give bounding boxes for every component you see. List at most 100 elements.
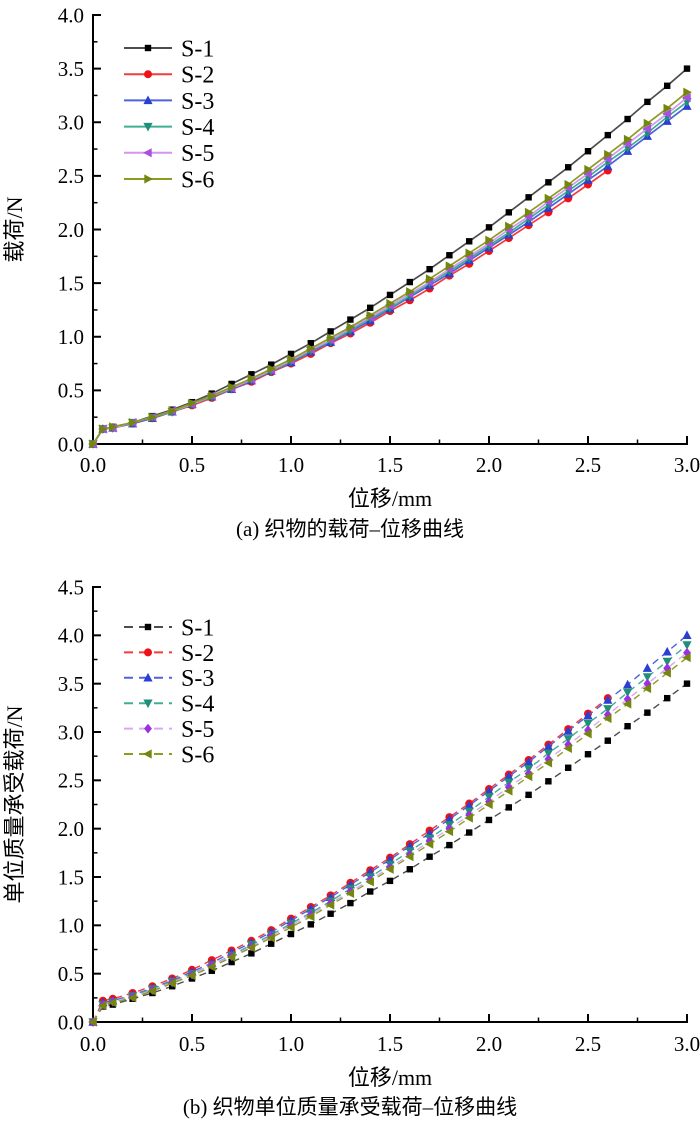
legend-item-S-5: S-5 — [124, 717, 214, 743]
square-marker — [604, 131, 611, 139]
legend-label: S-5 — [181, 717, 214, 743]
triangle-up-marker — [642, 663, 652, 672]
triangle-left-marker — [682, 652, 691, 663]
triangle-left-marker — [642, 683, 652, 694]
triangle-left-marker — [404, 852, 414, 862]
series-S-5 — [88, 92, 691, 449]
triangle-left-marker — [365, 877, 374, 887]
triangle-left-marker — [503, 786, 513, 796]
x-tick-label: 0.0 — [80, 453, 106, 477]
y-tick-label: 3.5 — [58, 672, 84, 696]
chart-b-canvas: 0.0 0.5 1.0 1.5 2.0 2.5 3.0 0.0 0.5 1.0 1.5 2.0 2.5 3… — [2, 575, 700, 1090]
y-tick-label: 2.0 — [58, 218, 84, 242]
triangle-left-marker — [325, 900, 335, 910]
triangle-up-legend-marker — [143, 95, 153, 105]
y-tick-label: 0.0 — [58, 1010, 84, 1034]
triangle-left-marker — [523, 212, 533, 222]
square-marker — [287, 350, 295, 358]
y-tick-label: 2.5 — [58, 164, 84, 188]
x-tick-label: 1.5 — [377, 453, 403, 477]
triangle-left-marker — [226, 952, 236, 962]
triangle-up-marker — [464, 800, 474, 810]
triangle-up-marker — [623, 679, 633, 689]
triangle-right-marker — [604, 149, 613, 160]
triangle-down-marker — [623, 688, 633, 698]
y-tick-label: 3.0 — [58, 720, 84, 744]
square-marker — [683, 680, 691, 687]
chart-a-canvas: 0.0 0.5 1.0 1.5 2.0 2.5 3.0 0.0 0.5 1.0 1.5 2.0 2.5 3… — [2, 3, 700, 511]
square-marker — [644, 98, 651, 106]
legend-label: S-3 — [181, 89, 214, 115]
x-axis-label: 位移/mm — [348, 1065, 432, 1090]
triangle-left-marker — [543, 758, 553, 768]
triangle-left-marker — [602, 713, 612, 724]
square-marker — [406, 278, 413, 286]
y-tick-label: 0.5 — [58, 962, 84, 986]
triangle-right-marker — [544, 193, 554, 203]
x-tick-label: 3.0 — [674, 1032, 700, 1056]
triangle-left-marker — [682, 92, 691, 103]
triangle-left-marker — [127, 993, 137, 1003]
legend-item-S-6: S-6 — [124, 742, 214, 768]
triangle-left-marker — [88, 1017, 97, 1027]
triangle-left-marker — [464, 813, 473, 823]
tick-labels: 0.0 0.5 1.0 1.5 2.0 2.5 3.0 0.0 0.5 1.0 1.5 2.0 2.5 3… — [58, 575, 700, 1056]
triangle-right-marker — [287, 354, 296, 364]
y-tick-label: 1.5 — [58, 865, 84, 889]
x-tick-label: 1.0 — [278, 453, 304, 477]
triangle-left-marker — [662, 668, 671, 678]
diamond-marker — [584, 725, 592, 735]
square-marker — [505, 209, 512, 216]
square-marker — [307, 921, 314, 928]
y-tick-label: 3.5 — [58, 57, 84, 81]
square-marker — [485, 224, 493, 231]
legend-item-S-3: S-3 — [124, 89, 214, 115]
triangle-down-legend-marker — [143, 122, 153, 132]
series-S-3 — [88, 630, 692, 1026]
square-marker — [406, 866, 413, 873]
x-tick-label: 1.0 — [278, 1032, 304, 1056]
legend-label: S-6 — [181, 742, 214, 768]
triangle-right-marker — [465, 248, 475, 258]
square-marker — [386, 291, 394, 299]
square-marker — [584, 751, 592, 758]
square-marker — [604, 737, 611, 744]
y-tick-label: 1.0 — [58, 325, 84, 349]
triangle-left-marker — [107, 998, 117, 1008]
x-tick-label: 0.5 — [179, 453, 205, 477]
square-marker — [287, 930, 295, 938]
triangle-right-marker — [425, 274, 435, 284]
legend-label: S-2 — [181, 63, 214, 89]
triangle-down-legend-marker — [143, 699, 153, 709]
triangle-left-marker — [286, 922, 295, 932]
square-marker — [683, 65, 691, 72]
square-marker — [485, 816, 493, 824]
legend-item-S-2: S-2 — [124, 63, 214, 89]
legend-label: S-1 — [181, 36, 214, 62]
triangle-right-legend-marker — [144, 174, 153, 184]
triangle-right-marker — [485, 235, 494, 245]
triangle-right-marker — [89, 439, 98, 449]
square-marker — [228, 380, 235, 388]
legend-item-S-2: S-2 — [124, 641, 214, 667]
triangle-right-marker — [386, 298, 395, 309]
legend-item-S-1: S-1 — [124, 36, 214, 62]
square-marker — [367, 888, 374, 895]
triangle-right-marker — [564, 179, 574, 190]
triangle-down-marker — [662, 657, 672, 667]
diamond-legend-marker — [144, 723, 152, 734]
triangle-left-marker — [563, 743, 572, 754]
y-axis-label: 单位质量承受载荷/N — [2, 705, 27, 903]
square-marker — [525, 791, 532, 799]
square-marker — [466, 829, 473, 836]
triangle-right-marker — [128, 417, 138, 428]
square-marker — [545, 778, 552, 785]
square-marker — [664, 82, 671, 89]
series-S-3 — [88, 101, 692, 448]
legend-label: S-4 — [181, 115, 214, 141]
series-S-1 — [89, 65, 691, 448]
square-marker — [426, 265, 433, 273]
triangle-right-marker — [148, 412, 158, 422]
triangle-right-marker — [346, 322, 356, 332]
